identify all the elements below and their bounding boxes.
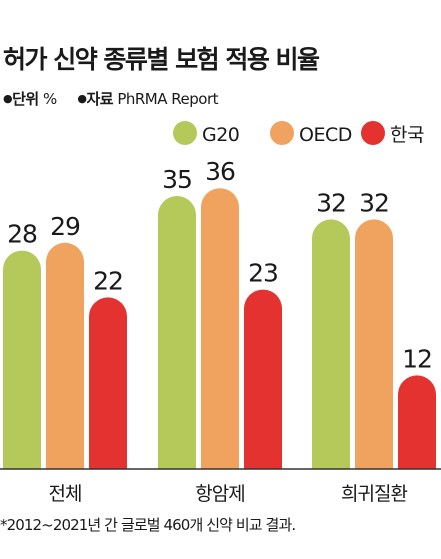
legend-label: G20 — [202, 124, 239, 146]
chart-title: 허가 신약 종류별 보험 적용 비율 — [3, 45, 320, 74]
bar — [46, 242, 84, 469]
legend-swatch — [361, 121, 385, 145]
bar — [89, 297, 127, 469]
bar-group: 28 29 22 전체 — [3, 212, 127, 505]
category-label: 희귀질환 — [341, 483, 407, 505]
unit-value: % — [43, 90, 57, 108]
category-label: 항암제 — [195, 483, 244, 505]
source-value: PhRMA Report — [117, 90, 218, 108]
source-label: 자료 — [86, 90, 114, 108]
bar — [312, 219, 350, 469]
unit-label: 단위 — [12, 90, 39, 108]
data-label: 22 — [93, 266, 123, 295]
legend-label: 한국 — [390, 124, 424, 146]
bullet-icon: ● — [3, 92, 13, 105]
bullet-icon: ● — [77, 92, 87, 105]
legend-swatch — [270, 121, 294, 145]
data-label: 29 — [50, 212, 80, 241]
bar — [355, 219, 393, 469]
footnote: *2012~2021년 간 글로벌 460개 신약 비교 결과. — [0, 516, 296, 534]
legend-swatch — [173, 121, 197, 145]
data-label: 36 — [205, 157, 235, 186]
bar — [244, 289, 282, 469]
data-label: 23 — [248, 259, 278, 288]
bar — [158, 196, 196, 469]
bar-group: 32 32 12 희귀질환 — [312, 188, 436, 505]
legend-item: 한국 — [361, 121, 424, 146]
legend-label: OECD — [299, 124, 352, 146]
data-label: 35 — [162, 165, 192, 194]
chart-meta: ●단위 % ●자료 PhRMA Report — [3, 88, 218, 109]
bar — [3, 250, 42, 469]
legend-item: OECD — [270, 121, 352, 146]
data-label: 32 — [316, 188, 346, 217]
bar — [398, 375, 436, 469]
data-label: 32 — [359, 188, 389, 217]
data-label: 12 — [402, 344, 432, 373]
legend-item: G20 — [173, 121, 240, 146]
category-label: 전체 — [49, 483, 82, 505]
bar-group: 35 36 23 항암제 — [158, 157, 282, 505]
data-label: 28 — [7, 220, 37, 249]
bar — [201, 188, 239, 469]
